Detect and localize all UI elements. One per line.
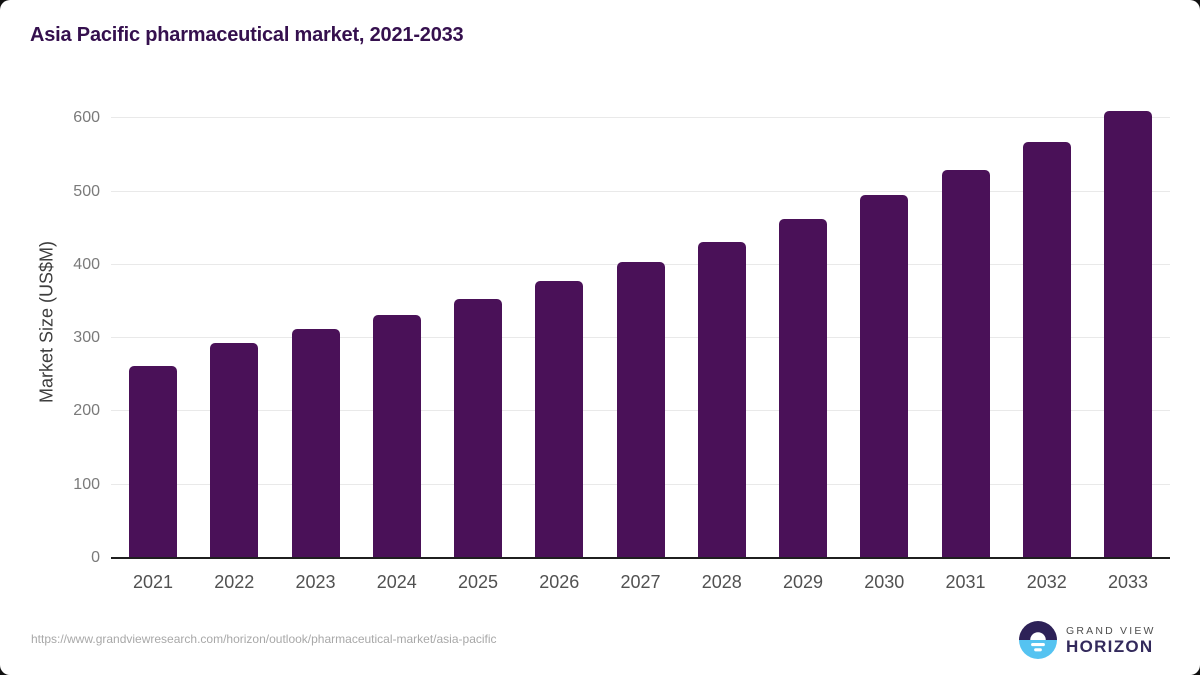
logo-line-horizon: HORIZON (1066, 636, 1154, 656)
logo-text: GRAND VIEW HORIZON (1066, 625, 1156, 656)
gridline-600 (111, 117, 1170, 119)
x-tick-label-2033: 2033 (1107, 572, 1149, 592)
bar-2032 (1022, 141, 1071, 558)
y-tick-label-400: 400 (73, 255, 100, 273)
bar-2021 (129, 365, 177, 558)
x-tick-label-2022: 2022 (214, 572, 255, 592)
x-tick-label-2025: 2025 (457, 572, 499, 592)
x-tick-label-2028: 2028 (701, 572, 742, 592)
plot-area (111, 101, 1170, 558)
y-tick-label-500: 500 (73, 182, 100, 200)
grand-view-horizon-logo: GRAND VIEW HORIZON (1019, 621, 1156, 659)
x-tick-label-2031: 2031 (945, 572, 986, 592)
y-tick-label-300: 300 (73, 329, 100, 347)
x-axis-tick-labels: 2021 2022 2023 2024 2025 2026 2027 2028 2029 2030… (111, 572, 1170, 593)
x-tick-label-2029: 2029 (782, 572, 824, 592)
y-tick-label-0: 0 (91, 549, 100, 566)
x-axis-line (111, 557, 1170, 559)
bar-2029 (779, 219, 827, 558)
chart-title: Asia Pacific pharmaceutical market, 2021… (30, 24, 464, 46)
y-axis-tick-labels: 0 100 200 300 400 500 600 (0, 101, 100, 566)
bar-2030 (860, 195, 909, 558)
y-tick-label-600: 600 (73, 109, 100, 127)
bar-2023 (291, 329, 340, 558)
y-tick-label-200: 200 (73, 402, 100, 420)
bar-2025 (454, 298, 502, 558)
logo-line-grand-view: GRAND VIEW (1066, 624, 1156, 637)
x-tick-label-2027: 2027 (620, 572, 661, 592)
y-tick-label-100: 100 (73, 475, 100, 493)
bar-2026 (535, 280, 584, 558)
x-tick-label-2030: 2030 (864, 572, 905, 592)
bar-2027 (616, 261, 665, 558)
gridline-500 (111, 190, 1170, 192)
bar-2022 (210, 343, 259, 558)
source-url: https://www.grandviewresearch.com/horizo… (31, 632, 497, 646)
bar-2028 (697, 242, 746, 558)
x-tick-label-2024: 2024 (376, 572, 417, 592)
bar-series (111, 101, 1170, 558)
x-tick-label-2023: 2023 (295, 572, 336, 592)
bar-2031 (941, 170, 990, 558)
x-tick-label-2032: 2032 (1026, 572, 1067, 592)
bar-2024 (372, 315, 421, 558)
x-tick-label-2021: 2021 (132, 572, 174, 592)
horizon-sun-icon (1019, 621, 1057, 659)
x-tick-label-2026: 2026 (539, 572, 580, 592)
bar-2033 (1104, 110, 1152, 558)
